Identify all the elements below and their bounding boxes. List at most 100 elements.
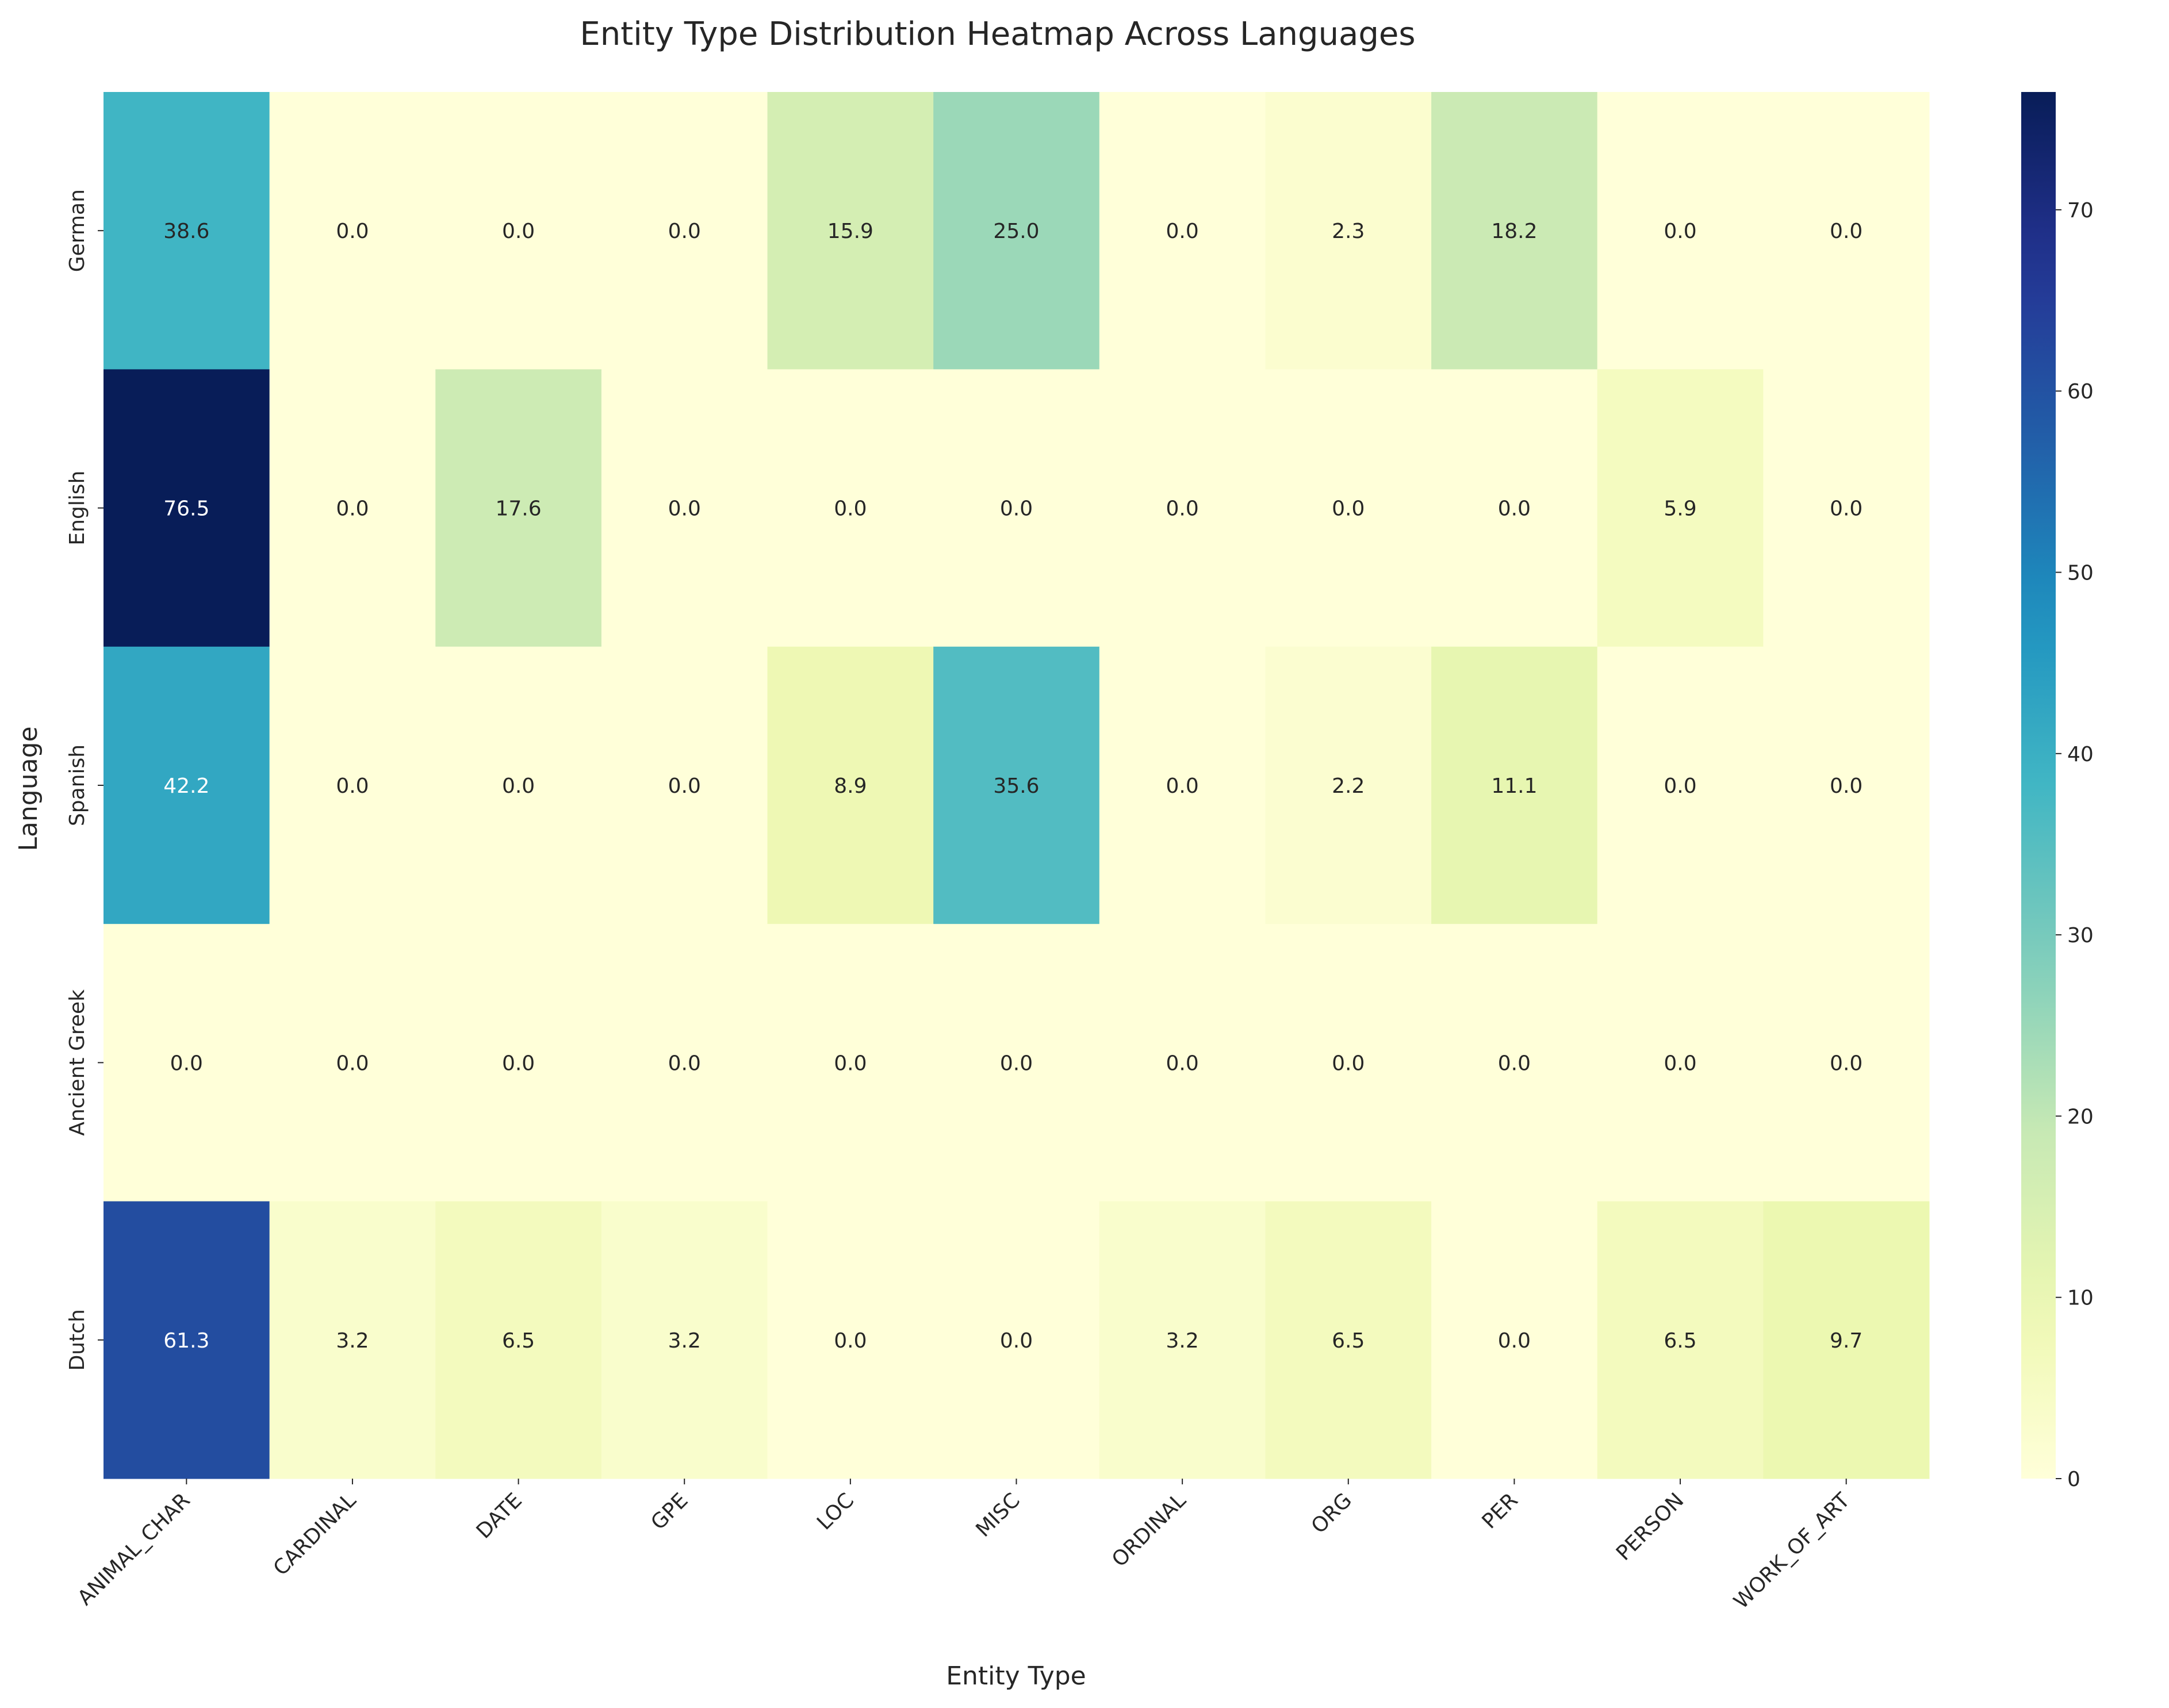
cell-value-label: 0.0	[336, 220, 369, 243]
y-tick-label: English	[66, 471, 89, 546]
cell-value-label: 0.0	[502, 774, 535, 798]
cell-value-label: 0.0	[1332, 1051, 1365, 1075]
cell-value-label: 0.0	[502, 1051, 535, 1075]
colorbar-ticks: 0 10 20 30 40 50 60 70	[2056, 199, 2094, 1491]
heatmap-cell	[1763, 369, 1930, 647]
x-tick-label: PERSON	[1612, 1488, 1688, 1565]
cell-value-label: 76.5	[163, 497, 209, 521]
cell-value-label: 15.9	[827, 220, 873, 243]
colorbar-tick-label: 40	[2067, 743, 2094, 766]
cell-value-label: 0.0	[834, 1051, 867, 1075]
colorbar-tick-label: 20	[2067, 1105, 2094, 1129]
heatmap-cell	[601, 92, 768, 370]
x-tick-label: GPE	[646, 1488, 692, 1534]
heatmap-cell	[1763, 1201, 1930, 1479]
heatmap-cell	[104, 924, 270, 1202]
heatmap-cell	[1099, 369, 1266, 647]
cell-value-label: 0.0	[834, 1329, 867, 1353]
chart-title: Entity Type Distribution Heatmap Across …	[580, 16, 1415, 53]
cell-value-label: 3.2	[1166, 1329, 1199, 1353]
cell-value-label: 0.0	[1830, 220, 1863, 243]
colorbar-tick-label: 10	[2067, 1287, 2094, 1310]
cell-value-label: 42.2	[163, 774, 209, 798]
y-tick-label: Ancient Greek	[66, 989, 89, 1136]
heatmap-cell	[1597, 92, 1764, 370]
cell-value-label: 2.2	[1332, 774, 1365, 798]
heatmap-cell	[1265, 924, 1432, 1202]
heatmap-cell	[1597, 924, 1764, 1202]
cell-value-label: 0.0	[1000, 497, 1033, 521]
cell-value-label: 2.3	[1332, 220, 1365, 243]
heatmap-cell	[435, 369, 602, 647]
y-axis-ticks: German English Spanish Ancient Greek Dutch	[66, 189, 104, 1371]
heatmap-cell	[1265, 369, 1432, 647]
heatmap-cell	[104, 369, 270, 647]
heatmap-cell	[269, 92, 436, 370]
heatmap-cells	[104, 92, 1930, 1479]
cell-value-label: 0.0	[1664, 220, 1696, 243]
x-tick-label: WORK_OF_ART	[1730, 1488, 1855, 1614]
cell-value-label: 0.0	[1000, 1329, 1033, 1353]
cell-value-label: 0.0	[336, 497, 369, 521]
heatmap-cell	[767, 1201, 934, 1479]
heatmap-cell	[1763, 646, 1930, 924]
cell-value-label: 25.0	[993, 220, 1039, 243]
cell-value-label: 35.6	[993, 774, 1039, 798]
cell-value-label: 0.0	[336, 1051, 369, 1075]
heatmap-cell	[1099, 1201, 1266, 1479]
colorbar-tick-label: 50	[2067, 562, 2094, 585]
heatmap-cell	[435, 1201, 602, 1479]
y-axis-label: Language	[14, 726, 43, 851]
heatmap-cell	[933, 646, 1100, 924]
x-tick-label: MISC	[971, 1488, 1024, 1541]
cell-value-label: 0.0	[1664, 1051, 1696, 1075]
heatmap-cell	[933, 1201, 1100, 1479]
heatmap-cell	[1763, 92, 1930, 370]
heatmap-cell	[104, 1201, 270, 1479]
heatmap-cell	[1265, 646, 1432, 924]
cell-value-label: 0.0	[1166, 220, 1199, 243]
y-tick-label: German	[66, 189, 89, 272]
cell-value-label: 5.9	[1664, 497, 1696, 521]
heatmap-cell	[601, 646, 768, 924]
heatmap-cell	[269, 924, 436, 1202]
heatmap-cell	[1597, 646, 1764, 924]
cell-value-label: 0.0	[1166, 497, 1199, 521]
heatmap-cell	[1431, 1201, 1598, 1479]
cell-value-label: 6.5	[1332, 1329, 1365, 1353]
heatmap-cell	[1763, 924, 1930, 1202]
x-tick-label: CARDINAL	[269, 1488, 361, 1580]
heatmap-cell	[1099, 924, 1266, 1202]
cell-value-label: 0.0	[170, 1051, 203, 1075]
heatmap-cell	[1431, 92, 1598, 370]
heatmap-cell	[601, 1201, 768, 1479]
heatmap-cell	[104, 646, 270, 924]
heatmap-cell	[1431, 646, 1598, 924]
heatmap-cell	[435, 924, 602, 1202]
cell-value-label: 61.3	[163, 1329, 209, 1353]
colorbar	[2021, 92, 2056, 1479]
heatmap-cell	[933, 369, 1100, 647]
heatmap-cell	[767, 369, 934, 647]
heatmap-cell	[1431, 369, 1598, 647]
cell-value-label: 38.6	[163, 220, 209, 243]
cell-value-label: 18.2	[1491, 220, 1537, 243]
cell-value-label: 9.7	[1830, 1329, 1863, 1353]
cell-value-label: 0.0	[502, 220, 535, 243]
y-tick-label: Spanish	[66, 744, 89, 826]
cell-value-label: 0.0	[668, 220, 701, 243]
x-axis-label: Entity Type	[946, 1661, 1086, 1691]
heatmap-cell	[601, 369, 768, 647]
cell-value-label: 6.5	[502, 1329, 535, 1353]
heatmap-cell	[767, 924, 934, 1202]
heatmap-cell	[1265, 1201, 1432, 1479]
cell-value-label: 0.0	[336, 774, 369, 798]
heatmap-cell	[933, 924, 1100, 1202]
heatmap-cell	[435, 646, 602, 924]
cell-value-label: 0.0	[668, 774, 701, 798]
cell-value-label: 3.2	[336, 1329, 369, 1353]
heatmap-cell	[767, 646, 934, 924]
heatmap-cell	[933, 92, 1100, 370]
colorbar-tick-label: 70	[2067, 199, 2094, 222]
cell-value-label: 0.0	[1830, 497, 1863, 521]
